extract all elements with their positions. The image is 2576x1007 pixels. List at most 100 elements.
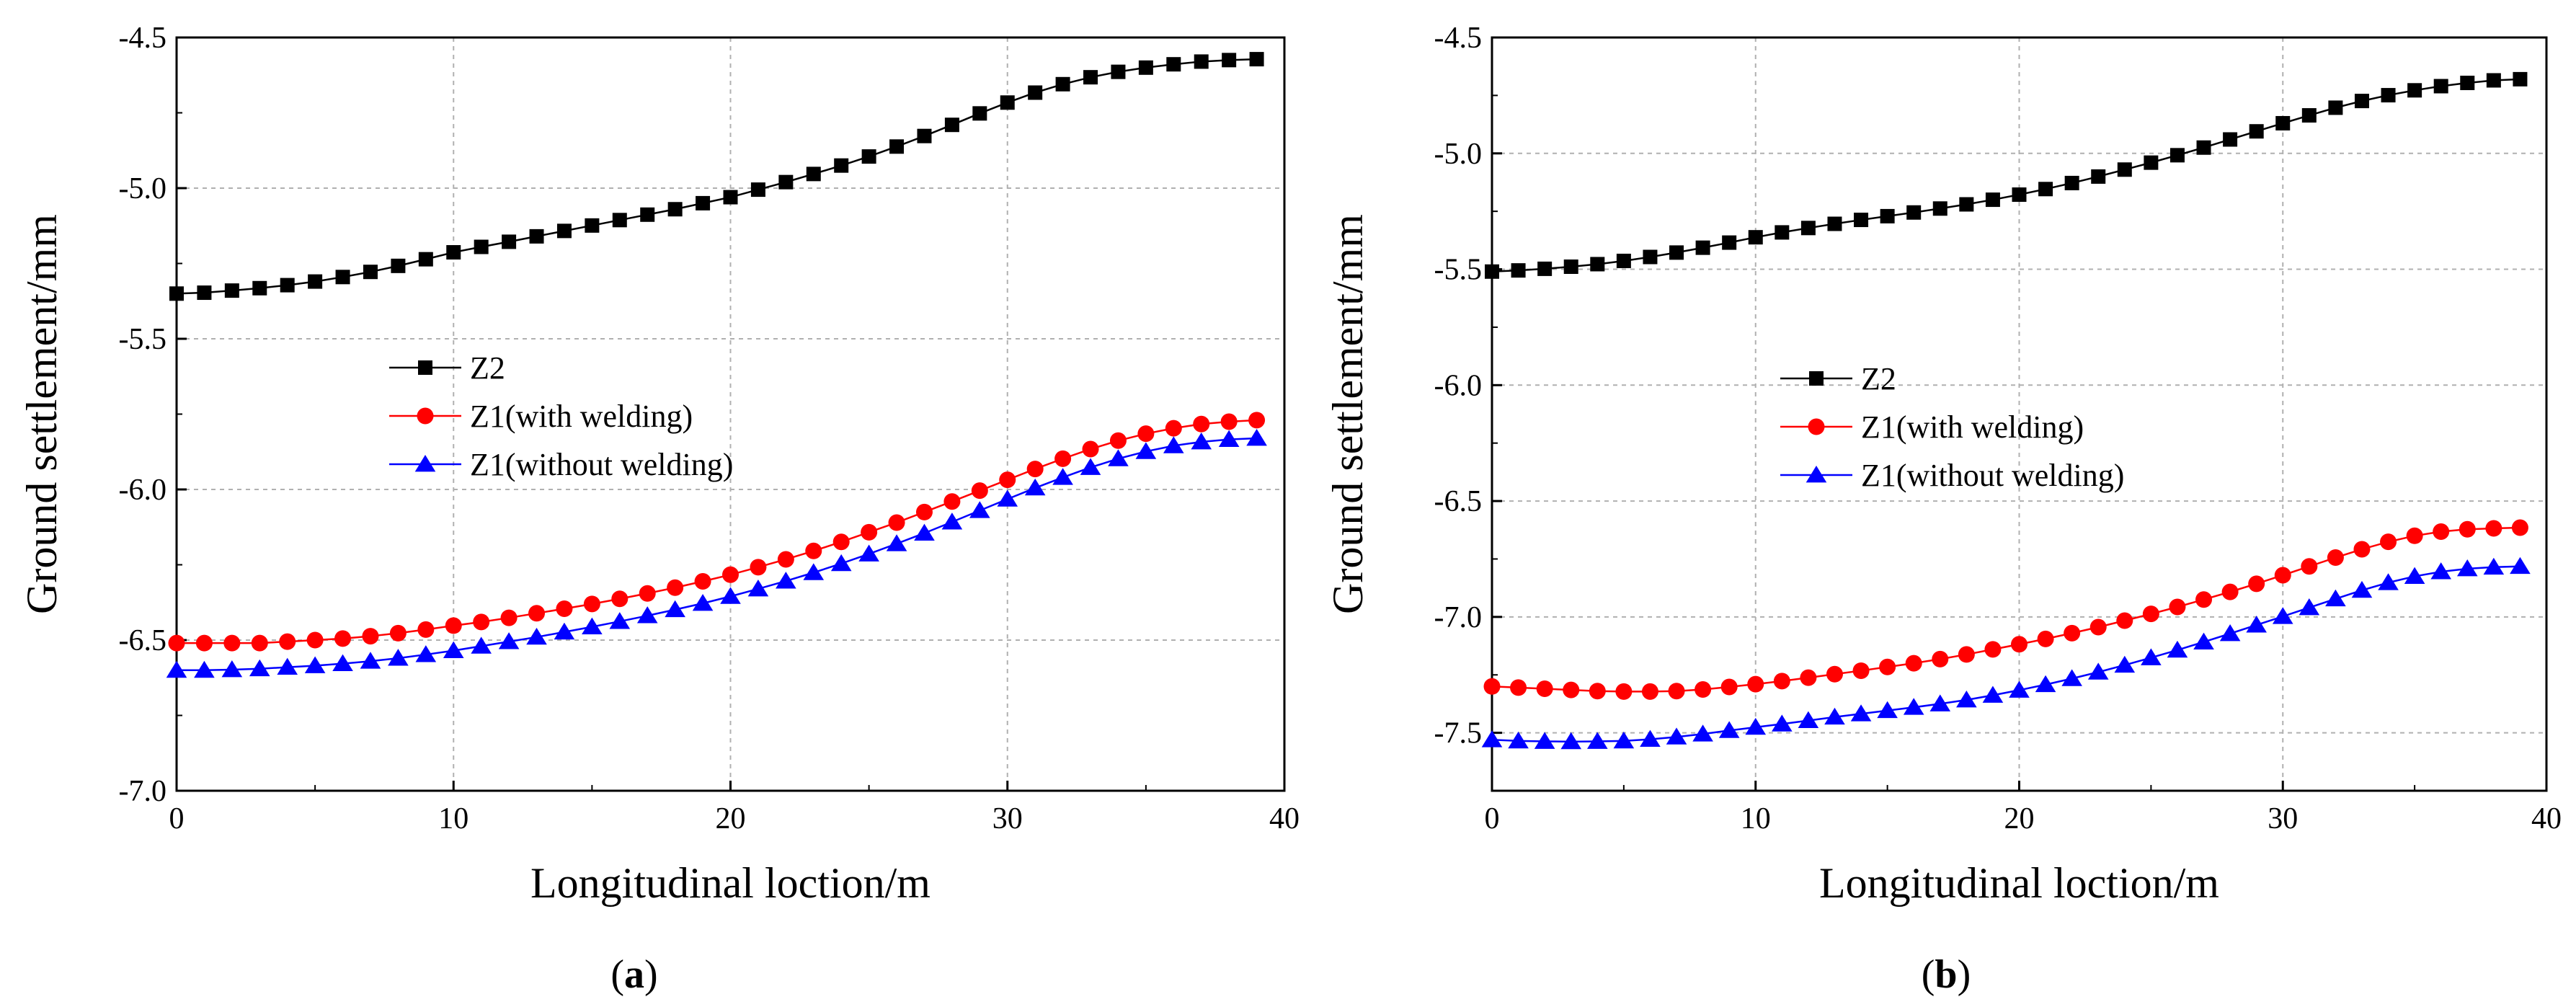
data-point	[2089, 618, 2107, 636]
data-point	[554, 622, 575, 640]
data-point	[2433, 523, 2450, 541]
data-point	[1932, 201, 1947, 216]
data-point	[834, 158, 849, 173]
data-point	[2246, 616, 2267, 633]
data-point	[1722, 235, 1737, 250]
legend: Z2 Z1(with welding) Z1(without welding)	[1780, 361, 2124, 493]
data-point	[858, 544, 879, 562]
x-tick-label: 30	[2268, 802, 2298, 835]
data-point	[830, 554, 852, 572]
data-point	[1024, 478, 1046, 496]
data-point	[917, 128, 932, 143]
data-point	[914, 523, 935, 541]
data-point	[446, 245, 461, 260]
chart-panel-2: 0 10 20 30 40 -4.5 -5.0 -5.5 -6.0 -6.5 -7.0 -7.5 Lon…	[1324, 22, 2562, 997]
data-point	[1905, 655, 1922, 672]
data-point	[2301, 558, 2318, 575]
series-z1-without-welding-	[166, 428, 1267, 678]
legend-label: Z2	[1861, 361, 1896, 396]
data-point	[778, 174, 794, 190]
data-point	[2011, 636, 2028, 653]
data-point	[223, 634, 241, 652]
data-point	[1929, 694, 1951, 711]
data-point	[1510, 679, 1527, 696]
x-tick-label: 40	[2531, 802, 2562, 835]
data-point	[306, 631, 324, 649]
data-point	[1138, 60, 1153, 75]
chart-panel-1: 0 10 20 30 40 -4.5 -5.0 -5.5 -6.0 -6.5 -7.0 Longitu…	[18, 22, 1300, 997]
data-point	[1590, 257, 1605, 272]
y-tick-label: -6.0	[1434, 369, 1483, 402]
data-point	[2299, 598, 2320, 616]
data-point	[667, 579, 684, 596]
data-point	[2460, 76, 2475, 91]
data-point	[1563, 681, 1580, 698]
series-line	[1491, 78, 2521, 273]
data-point	[667, 202, 683, 217]
data-point	[1563, 259, 1578, 275]
data-point	[1111, 64, 1126, 79]
y-tick-label: -5.0	[119, 172, 167, 205]
data-point	[1643, 249, 1658, 265]
data-point	[1191, 432, 1212, 450]
data-point	[2116, 612, 2133, 629]
data-point	[612, 213, 627, 228]
data-point	[1616, 253, 1631, 268]
data-point	[583, 595, 600, 613]
data-point	[388, 649, 409, 666]
data-point	[2219, 624, 2241, 642]
data-point	[304, 656, 326, 673]
data-point	[1193, 415, 1210, 432]
data-point	[224, 283, 239, 298]
x-tick-label: 20	[716, 802, 746, 835]
data-point	[2456, 559, 2478, 577]
data-point	[1166, 57, 1181, 72]
data-point	[332, 654, 353, 672]
data-point	[2012, 187, 2027, 203]
data-point	[1082, 440, 1099, 458]
data-point	[363, 265, 378, 280]
data-point	[415, 645, 437, 662]
data-point	[720, 587, 741, 604]
data-point	[694, 572, 711, 590]
data-point	[969, 501, 990, 518]
data-point	[2485, 520, 2502, 537]
data-point	[943, 493, 961, 510]
data-point	[280, 278, 295, 293]
data-point	[2196, 140, 2211, 155]
data-point	[277, 657, 298, 675]
data-point	[1906, 205, 1922, 220]
data-point	[585, 218, 600, 233]
legend: Z2 Z1(with welding) Z1(without welding)	[389, 350, 733, 482]
data-point	[2061, 669, 2082, 686]
data-point	[168, 634, 185, 652]
data-point	[335, 270, 350, 285]
data-point	[1669, 245, 1684, 260]
data-point	[2511, 519, 2528, 536]
legend-entry: Z1(without welding)	[1780, 458, 2124, 493]
data-point	[1985, 192, 2000, 208]
data-point	[2169, 148, 2185, 163]
data-point	[1984, 641, 2002, 658]
y-tick-label: -6.5	[1434, 485, 1483, 518]
data-point	[609, 612, 631, 629]
data-point	[417, 621, 435, 638]
data-point	[1877, 701, 1898, 719]
data-point	[2351, 580, 2373, 598]
data-point	[1163, 436, 1184, 453]
data-point	[1880, 208, 1895, 223]
y-tick-label: -7.5	[1434, 717, 1483, 750]
data-point	[1560, 732, 1582, 750]
data-point	[1773, 673, 1790, 690]
data-point	[1483, 678, 1501, 695]
data-point	[2510, 556, 2531, 575]
data-point	[334, 630, 352, 647]
data-point	[498, 632, 520, 649]
data-point	[1959, 197, 1974, 212]
data-point	[473, 613, 490, 631]
data-point	[805, 542, 822, 559]
data-point	[723, 190, 738, 205]
data-point	[1587, 732, 1608, 749]
data-point	[1055, 76, 1070, 92]
